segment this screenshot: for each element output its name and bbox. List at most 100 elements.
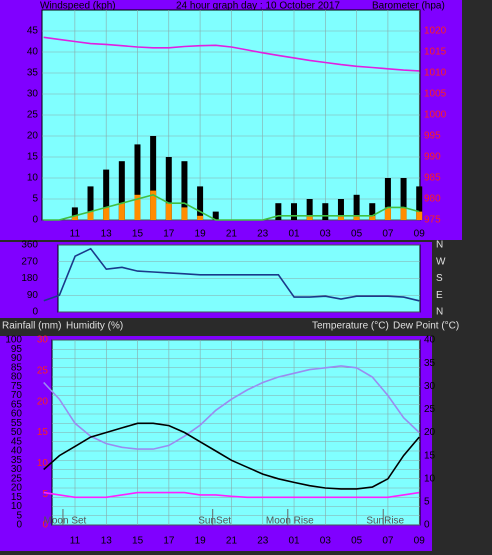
bar	[165, 203, 172, 220]
y-tick-label: 100	[5, 335, 22, 346]
bar	[212, 211, 219, 220]
y2-tick-label: 30	[424, 381, 436, 392]
y-tick-label: 55	[11, 418, 23, 429]
bar	[369, 203, 376, 220]
x-tick-label: 07	[382, 229, 394, 240]
annotation: SunSet	[198, 516, 231, 527]
y-tick-label: 70	[11, 390, 23, 401]
y2-tick-label: S	[436, 273, 443, 284]
y-tick-label: 0	[16, 520, 22, 531]
x-tick-label: 05	[351, 536, 363, 547]
bar	[384, 178, 391, 220]
series-line	[43, 422, 420, 490]
x-tick-label: 21	[226, 229, 238, 240]
rain-tick-label: 0	[42, 520, 48, 531]
y-tick-label: 360	[21, 240, 38, 251]
y2-tick-label: 0	[424, 520, 430, 531]
bar	[384, 207, 391, 220]
y-tick-label: 15	[11, 492, 23, 503]
bar	[87, 186, 94, 220]
y-tick-label: 15	[27, 152, 39, 163]
bar	[165, 157, 172, 220]
y2-tick-label: 15	[424, 450, 436, 461]
bar	[134, 194, 141, 220]
x-tick-label: 01	[288, 229, 300, 240]
x-tick-label: 19	[195, 536, 207, 547]
x-tick-label: 17	[163, 536, 175, 547]
y-tick-label: 35	[11, 455, 23, 466]
rain-tick-label: 5	[42, 489, 48, 500]
bar	[337, 215, 344, 220]
bar	[71, 215, 78, 220]
y-tick-label: 40	[11, 446, 23, 457]
y2-tick-label: 1020	[424, 26, 447, 37]
bar	[416, 211, 423, 220]
series-line	[43, 36, 420, 72]
y2-tick-label: E	[436, 290, 443, 301]
annotation: Moon Rise	[266, 516, 314, 527]
y-tick-label: 85	[11, 362, 23, 373]
series-line	[43, 491, 420, 499]
annotation: Moon Set	[44, 516, 87, 527]
bar	[87, 211, 94, 220]
y2-tick-label: 20	[424, 427, 436, 438]
y-tick-label: 25	[27, 110, 39, 121]
y2-tick-label: 35	[424, 358, 436, 369]
x-tick-label: 21	[226, 536, 238, 547]
y2-tick-label: 5	[424, 497, 430, 508]
bar	[416, 186, 423, 220]
y2-tick-label: 980	[424, 194, 441, 205]
y2-tick-label: 10	[424, 473, 436, 484]
y2-tick-label: 25	[424, 404, 436, 415]
x-tick-label: 09	[414, 536, 426, 547]
y-tick-label: 90	[27, 290, 39, 301]
x-tick-label: 11	[70, 536, 81, 547]
y-tick-label: 0	[32, 215, 38, 226]
annotation: SunRise	[366, 516, 404, 527]
y-tick-label: 90	[11, 353, 23, 364]
y2-tick-label: 1010	[424, 68, 447, 79]
bar	[306, 199, 313, 220]
x-tick-label: 05	[351, 229, 363, 240]
bar	[134, 144, 141, 220]
y2-tick-label: 985	[424, 173, 441, 184]
y-tick-label: 30	[11, 464, 23, 475]
bar	[118, 161, 125, 220]
y-tick-label: 25	[11, 473, 23, 484]
dewpoint-axis-title: Dew Point (°C)	[393, 321, 459, 332]
rain-tick-label: 10	[37, 458, 49, 469]
x-tick-label: 23	[257, 229, 269, 240]
bar	[71, 207, 78, 220]
bar	[150, 136, 157, 220]
series-line	[43, 365, 420, 450]
y-tick-label: 65	[11, 399, 23, 410]
x-tick-label: 13	[101, 536, 113, 547]
y-tick-label: 20	[11, 483, 23, 494]
bar	[275, 203, 282, 220]
bar	[353, 194, 360, 220]
x-tick-label: 15	[132, 536, 144, 547]
barometer-axis-title: Barometer (hpa)	[372, 1, 445, 12]
bar	[118, 203, 125, 220]
bar	[103, 169, 110, 220]
bar	[291, 203, 297, 220]
y-tick-label: 0	[32, 307, 38, 318]
bar	[369, 215, 376, 220]
wind-axis-title: Windspeed (kph)	[40, 1, 116, 12]
x-tick-label: 09	[414, 229, 426, 240]
y2-tick-label: 1000	[424, 110, 447, 121]
x-tick-label: 11	[70, 229, 81, 240]
bar	[400, 178, 407, 220]
y-tick-label: 30	[27, 89, 39, 100]
bar	[150, 190, 157, 220]
y2-tick-label: 995	[424, 131, 441, 142]
y2-tick-label: 990	[424, 152, 441, 163]
y-tick-label: 20	[27, 131, 39, 142]
y-tick-label: 80	[11, 372, 23, 383]
temperature-axis-title: Temperature (°C)	[312, 321, 389, 332]
y-tick-label: 35	[27, 68, 39, 79]
y-tick-label: 75	[11, 381, 23, 392]
y2-tick-label: N	[436, 240, 443, 251]
bar	[181, 161, 188, 220]
